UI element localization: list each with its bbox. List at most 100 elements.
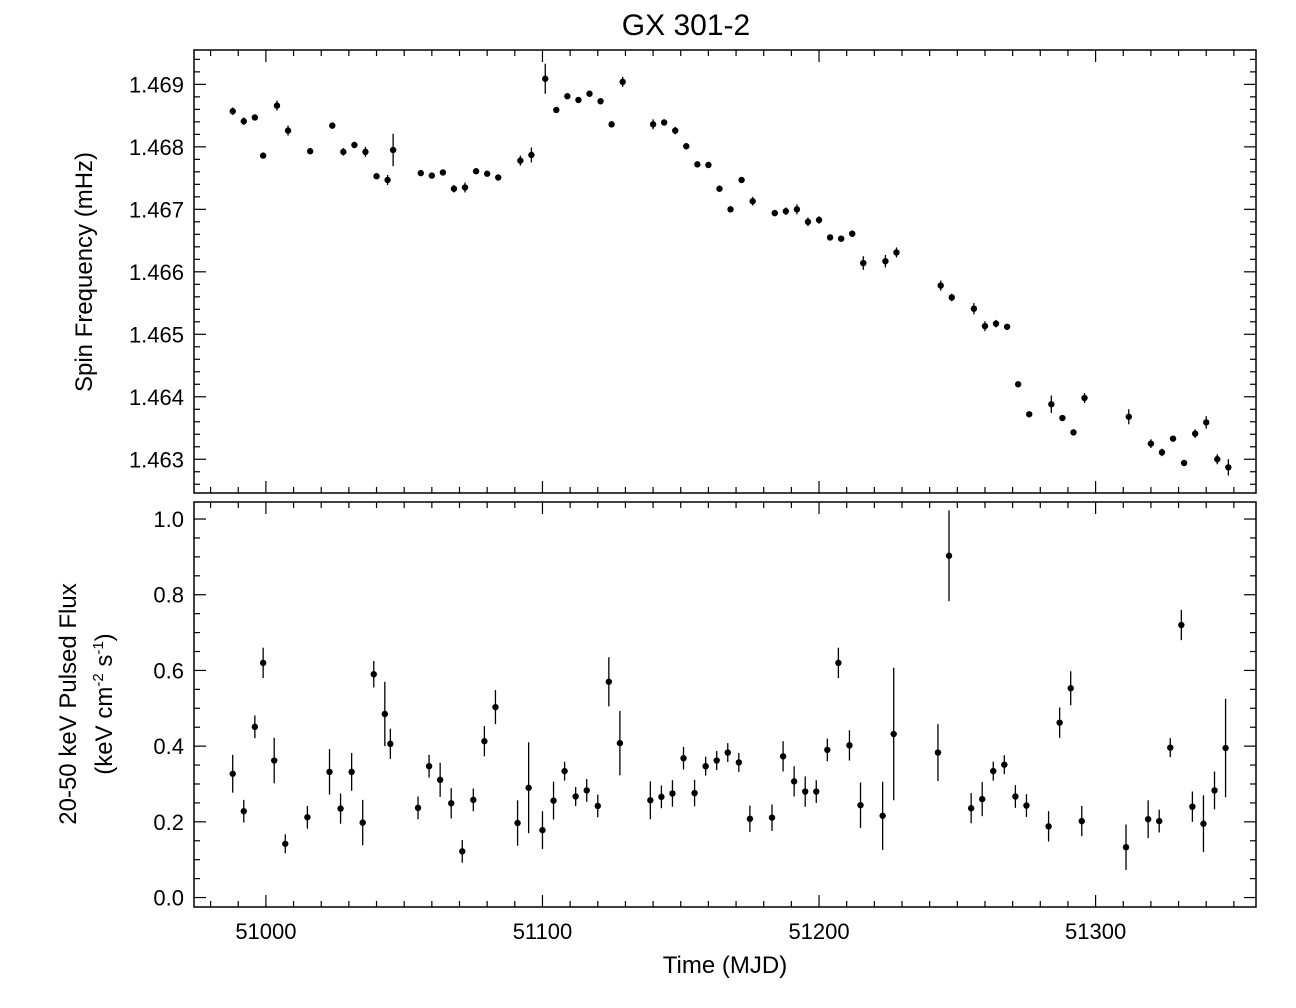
data-point: [359, 819, 366, 826]
data-point: [779, 753, 787, 760]
data-point: [271, 757, 278, 764]
data-point: [594, 802, 601, 810]
data-point: [727, 206, 734, 213]
data-point: [373, 173, 380, 180]
data-point: [1178, 621, 1185, 629]
data-point: [273, 102, 281, 109]
data-point: [1144, 815, 1152, 823]
y-tick-label: 1.468: [129, 135, 184, 160]
data-point: [362, 148, 369, 156]
data-point: [514, 819, 521, 827]
data-point: [1122, 843, 1130, 851]
data-point: [738, 176, 745, 184]
data-point: [616, 739, 624, 747]
data-point: [1023, 802, 1030, 809]
data-point: [240, 808, 247, 815]
data-point: [647, 797, 654, 804]
top-y-axis-label: Spin Frequency (mHz): [71, 152, 98, 392]
data-point: [229, 770, 236, 777]
x-tick-label: 51000: [235, 919, 296, 944]
data-point: [782, 208, 790, 215]
data-point: [381, 710, 389, 718]
data-point: [992, 320, 1000, 327]
data-point: [882, 257, 889, 265]
data-point: [846, 742, 853, 749]
data-point: [417, 169, 424, 177]
y-tick-label: 0.4: [153, 734, 184, 759]
data-point: [1048, 401, 1055, 408]
data-point: [945, 552, 953, 559]
data-point: [705, 161, 712, 169]
data-point: [251, 723, 259, 731]
data-point: [1026, 411, 1033, 418]
data-point: [790, 778, 798, 785]
data-point: [893, 249, 900, 256]
data-point: [804, 218, 812, 226]
data-point: [251, 114, 259, 121]
data-point: [553, 106, 560, 114]
data-point: [436, 776, 444, 784]
y-tick-label: 1.0: [153, 507, 184, 532]
data-point: [934, 749, 942, 756]
data-point: [1156, 817, 1163, 825]
pulsed-flux-panel: 51000 51100 51200 51300 0.0 0.2 0.4 0.6 0.8 1.0 2…: [55, 501, 1257, 979]
x-tick-label: 51200: [788, 919, 849, 944]
data-point: [768, 814, 776, 821]
data-point: [539, 826, 546, 834]
data-point: [735, 759, 743, 766]
data-point: [1056, 719, 1063, 726]
data-point: [472, 168, 480, 175]
data-point: [1189, 803, 1196, 810]
data-point: [542, 75, 549, 82]
data-point: [860, 259, 867, 267]
data-point: [694, 161, 701, 168]
data-point: [1211, 787, 1218, 794]
data-point: [481, 738, 488, 745]
data-point: [259, 152, 267, 159]
data-point: [813, 788, 820, 795]
data-point: [306, 148, 314, 155]
data-point: [1003, 323, 1011, 330]
data-point: [517, 157, 524, 164]
data-point: [672, 127, 679, 134]
data-point: [572, 793, 579, 800]
data-point: [492, 703, 499, 711]
data-point: [680, 755, 687, 762]
data-point: [384, 176, 391, 184]
data-point: [528, 151, 535, 159]
data-point: [583, 787, 590, 794]
bottom-data-points: [229, 510, 1229, 870]
y-tick-label: 0.2: [153, 810, 184, 835]
bottom-y-axis-label-line1: 20-50 keV Pulsed Flux: [55, 583, 82, 824]
data-point: [326, 768, 333, 776]
data-point: [1222, 744, 1229, 752]
data-point: [1167, 744, 1174, 751]
y-tick-label: 1.467: [129, 197, 184, 222]
data-point: [1214, 456, 1221, 463]
data-point: [849, 230, 856, 237]
data-point: [990, 767, 997, 775]
data-point: [1012, 793, 1019, 800]
data-point: [370, 671, 377, 678]
y-tick-label: 1.469: [129, 72, 184, 97]
data-point: [702, 762, 709, 770]
bottom-y-axis-label-line2: (keV cm-2 s-1): [90, 633, 118, 774]
data-point: [348, 768, 355, 776]
data-point: [1191, 430, 1199, 437]
data-point: [802, 788, 809, 795]
data-point: [414, 804, 422, 812]
data-point: [575, 96, 582, 104]
data-point: [713, 757, 720, 764]
data-point: [749, 198, 756, 205]
y-tick-label: 1.464: [129, 385, 184, 410]
data-point: [561, 767, 568, 775]
data-point: [981, 322, 989, 330]
data-point: [240, 118, 247, 125]
data-point: [937, 282, 944, 289]
chart-title: GX 301-2: [622, 9, 750, 42]
data-point: [284, 127, 292, 134]
data-point: [1070, 429, 1077, 436]
data-point: [389, 146, 397, 154]
data-point: [1169, 435, 1177, 442]
data-point: [691, 789, 698, 797]
